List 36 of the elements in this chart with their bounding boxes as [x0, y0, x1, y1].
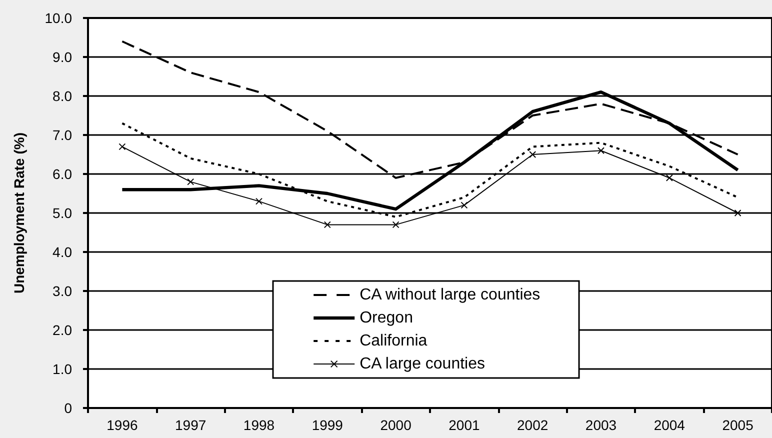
y-tick-label: 7.0	[52, 127, 72, 143]
x-tick-label: 1999	[312, 417, 344, 433]
y-tick-label: 2.0	[52, 322, 72, 338]
legend-label: CA without large counties	[360, 286, 540, 304]
y-tick-label: 3.0	[52, 283, 72, 299]
y-tick-label: 10.0	[44, 10, 72, 26]
x-tick-label: 2005	[722, 417, 754, 433]
y-tick-label: 1.0	[52, 361, 72, 377]
point	[734, 210, 742, 216]
x-tick-label: 1997	[175, 417, 206, 433]
legend-label: Oregon	[360, 310, 413, 326]
x-tick-label: 2003	[585, 417, 617, 433]
legend-label: CA large counties	[360, 356, 486, 372]
y-tick-label: 4.0	[52, 244, 72, 260]
point	[666, 174, 673, 182]
y-tick-label: 8.0	[52, 88, 72, 104]
y-tick-label: 5.0	[52, 205, 72, 221]
y-tick-label: 6.0	[52, 166, 72, 182]
point	[256, 198, 262, 205]
point	[460, 202, 468, 209]
point	[392, 221, 400, 228]
y-axis-title: Unemployment Rate (%)	[11, 132, 27, 294]
point	[324, 221, 331, 228]
y-tick-label: 0	[64, 400, 72, 416]
x-tick-label: 2002	[517, 417, 548, 433]
legend-label: California	[360, 332, 428, 350]
x-tick-label: 1996	[106, 417, 138, 433]
point	[118, 143, 126, 150]
x-tick-label: 2004	[654, 417, 686, 433]
point	[598, 147, 604, 154]
y-tick-label: 9.0	[52, 49, 72, 65]
point	[529, 151, 536, 158]
x-tick-label: 2000	[380, 417, 412, 433]
point	[187, 178, 194, 186]
x-tick-label: 2001	[448, 417, 480, 433]
x-tick-label: 1998	[243, 417, 275, 433]
